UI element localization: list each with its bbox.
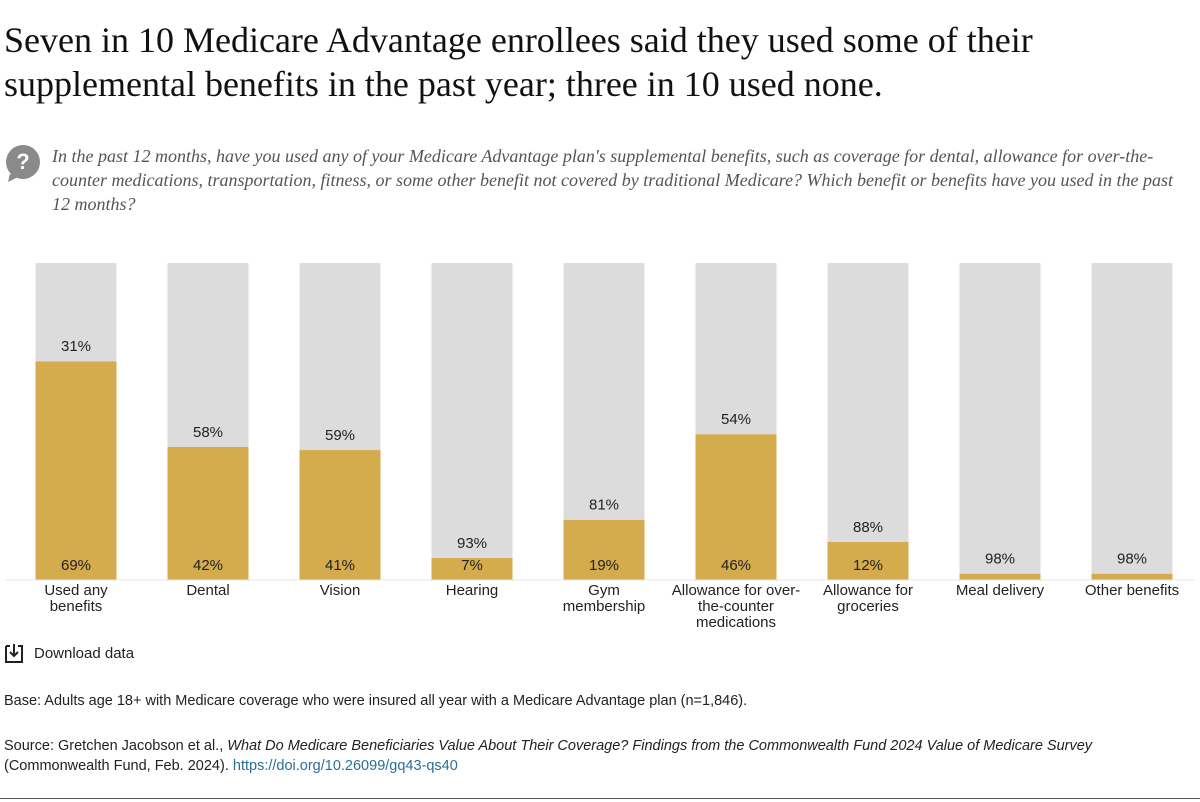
bar-segment (695, 263, 777, 435)
bar-segment (35, 361, 117, 580)
bar-segment (959, 573, 1041, 580)
value-label: 31% (61, 338, 91, 355)
download-label[interactable]: Download data (34, 644, 135, 662)
value-label: 54% (721, 411, 751, 428)
value-label: 88% (853, 519, 883, 536)
base-note: Base: Adults age 18+ with Medicare cover… (4, 693, 748, 709)
bar-segment (431, 263, 513, 558)
svg-text:?: ? (16, 149, 29, 174)
value-label: 12% (853, 557, 883, 574)
bar-segment (695, 434, 777, 580)
value-label: 7% (461, 557, 483, 574)
bar-segment (431, 557, 513, 580)
bar-segment (167, 446, 249, 580)
bar-segment (1091, 573, 1173, 580)
value-label: 98% (985, 551, 1015, 568)
value-label: 81% (589, 497, 619, 514)
download-icon (5, 644, 23, 663)
download-button[interactable]: Download data (4, 642, 134, 664)
value-label: 46% (721, 557, 751, 574)
chart: 69% 31% 42% 58% 41% 59% 7% 93% 19% 81% 46% 54% 12% 88… (5, 263, 1195, 581)
value-label: 93% (457, 535, 487, 552)
bar-segment (299, 263, 381, 451)
x-tick-label: Hearing (445, 582, 499, 599)
bar-segment (563, 263, 645, 520)
bar-segment (299, 450, 381, 580)
x-tick-label: Vision (319, 582, 361, 599)
question: In the past 12 months, have you used any… (52, 146, 1173, 214)
value-label: 58% (193, 424, 223, 441)
bar-segment (167, 263, 249, 447)
bar-segment (827, 263, 909, 542)
source-work: What Do Medicare Beneficiaries Value Abo… (227, 738, 1093, 754)
x-tick-label: Meal delivery (955, 582, 1045, 599)
question-icon: ? (6, 145, 40, 182)
x-tick-label: Allowance for groceries (822, 582, 914, 615)
bar-segment (563, 519, 645, 580)
value-label: 69% (61, 557, 91, 574)
bar-segment (35, 263, 117, 362)
x-tick-label: Allowance for over-the-counter medicatio… (671, 582, 801, 631)
value-label: 42% (193, 557, 223, 574)
value-label: 98% (1117, 551, 1147, 568)
source-suffix: (Commonwealth Fund, Feb. 2024). (4, 758, 233, 774)
x-tick-label: Other benefits (1084, 582, 1180, 599)
bar-segment (827, 541, 909, 580)
title: Seven in 10 Medicare Advantage enrollees… (4, 20, 1033, 104)
x-tick-label: Gym membership (562, 582, 646, 615)
x-tick-label: Dental (186, 582, 230, 599)
bar-segment (1091, 263, 1173, 574)
source-prefix: Source: Gretchen Jacobson et al., (4, 738, 228, 754)
bottom-rule (0, 798, 1200, 799)
source-note: Source: Gretchen Jacobson et al., What D… (4, 736, 1184, 776)
x-tick-label: Used any benefits (44, 582, 108, 615)
bar-segment (959, 263, 1041, 574)
source-link[interactable]: https://doi.org/10.26099/gq43-qs40 (232, 758, 458, 774)
value-label: 41% (325, 557, 355, 574)
value-label: 59% (325, 427, 355, 444)
value-label: 19% (589, 557, 619, 574)
